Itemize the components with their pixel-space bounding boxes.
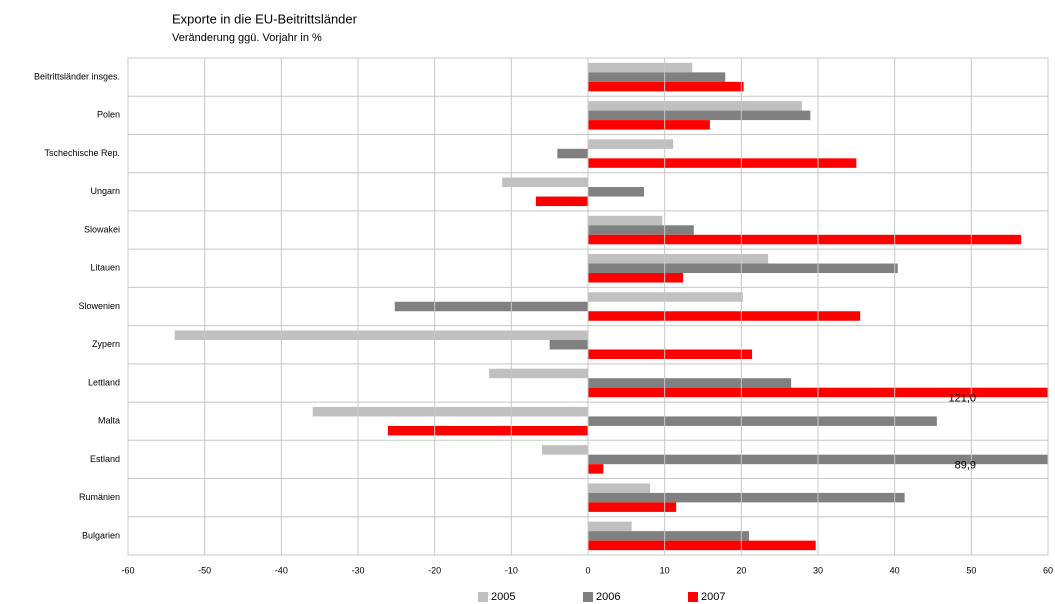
bar xyxy=(588,273,684,283)
plot-area xyxy=(174,62,1048,551)
y-tick-label: Estland xyxy=(90,454,120,464)
y-tick-label: Rumänien xyxy=(79,492,120,502)
y-tick-label: Slowenien xyxy=(78,301,120,311)
y-tick-label: Tschechische Rep. xyxy=(44,148,120,158)
legend-label: 2005 xyxy=(491,591,515,603)
chart-subtitle: Veränderung ggü. Vorjahr in % xyxy=(172,32,322,44)
chart-title: Exporte in die EU-Beitrittsländer xyxy=(172,11,358,26)
bar xyxy=(535,196,588,207)
legend-swatch xyxy=(478,592,488,602)
x-tick-label: 60 xyxy=(1043,565,1053,575)
x-tick-label: -20 xyxy=(428,565,441,575)
x-tick-label: 30 xyxy=(813,565,823,575)
bar xyxy=(588,502,677,512)
bar xyxy=(588,416,937,426)
bar xyxy=(588,139,674,149)
bar xyxy=(588,187,644,197)
bar xyxy=(588,464,604,474)
legend-label: 2007 xyxy=(701,591,725,603)
bar xyxy=(489,368,588,379)
x-tick-label: -40 xyxy=(275,565,288,575)
bar xyxy=(588,454,1048,465)
y-tick-label: Zypern xyxy=(92,339,120,349)
x-tick-label: 50 xyxy=(966,565,976,575)
bar xyxy=(588,158,857,168)
value-label: 89,9 xyxy=(955,459,976,471)
bar xyxy=(588,378,792,388)
bar xyxy=(588,234,1022,245)
bar xyxy=(588,254,769,264)
bar xyxy=(312,406,588,417)
y-tick-label: Slowakei xyxy=(84,224,120,234)
bar xyxy=(588,292,743,302)
bar xyxy=(542,445,588,455)
bar xyxy=(588,540,816,551)
y-tick-label: Malta xyxy=(98,416,120,426)
y-tick-label: Ungarn xyxy=(90,186,120,196)
y-tick-label: Beitrittsländer insges. xyxy=(34,71,120,81)
bar xyxy=(588,349,753,359)
x-tick-label: -50 xyxy=(198,565,211,575)
y-tick-label: Polen xyxy=(97,110,120,120)
bar xyxy=(557,148,588,159)
legend-label: 2006 xyxy=(596,591,620,603)
bar xyxy=(588,215,663,226)
bar xyxy=(588,387,1048,398)
bar xyxy=(387,425,588,436)
bar xyxy=(588,72,726,82)
x-tick-label: 40 xyxy=(890,565,900,575)
x-tick-label: 0 xyxy=(585,565,590,575)
bar xyxy=(588,225,694,235)
x-tick-label: 10 xyxy=(660,565,670,575)
x-tick-label: -30 xyxy=(351,565,364,575)
bar xyxy=(588,483,651,493)
bar xyxy=(588,492,905,503)
bar xyxy=(394,301,588,312)
bar xyxy=(588,110,811,121)
bar xyxy=(588,120,710,130)
bar xyxy=(549,339,588,350)
value-label: 121,0 xyxy=(948,392,976,404)
plot-border xyxy=(127,57,1049,556)
bar xyxy=(588,521,632,532)
bar xyxy=(588,263,898,274)
y-tick-label: Litauen xyxy=(90,263,120,273)
x-tick-label: 20 xyxy=(736,565,746,575)
y-tick-label: Bulgarien xyxy=(82,530,120,540)
bar xyxy=(502,177,588,188)
x-tick-label: -10 xyxy=(505,565,518,575)
bar xyxy=(588,81,744,92)
bar xyxy=(174,330,588,340)
y-tick-label: Lettland xyxy=(88,377,120,387)
bar xyxy=(588,531,749,541)
x-tick-label: -60 xyxy=(121,565,134,575)
bar xyxy=(588,101,802,111)
bar xyxy=(588,62,693,73)
legend-swatch xyxy=(688,592,698,602)
legend-swatch xyxy=(583,592,593,602)
bar xyxy=(588,311,861,321)
